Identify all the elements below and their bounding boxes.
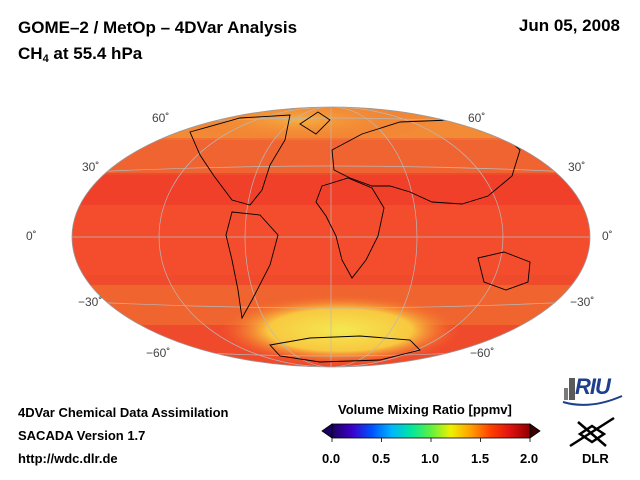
colorbar-title: Volume Mixing Ratio [ppmv]: [338, 402, 512, 417]
dlr-logo-text: DLR: [582, 451, 609, 466]
lat-label-left-30n: 30˚: [82, 160, 100, 174]
footer-line-2: SACADA Version 1.7: [18, 428, 146, 443]
colorbar-tick-label: 0.0: [322, 451, 341, 466]
globe-outline: [71, 106, 591, 368]
colorbar-tick-label: 1.5: [471, 451, 490, 466]
colorbar-ticks: [331, 438, 531, 442]
map-subtitle: CH4 at 55.4 hPa: [18, 44, 142, 65]
lat-label-right-30n: 30˚: [568, 160, 586, 174]
ch4-field: [72, 107, 590, 367]
species-subscript: 4: [42, 53, 49, 65]
pressure-level-label: at 55.4 hPa: [48, 44, 143, 63]
dlr-logo: [569, 416, 615, 448]
lat-label-right-60n: 60˚: [468, 111, 486, 125]
colorbar-tick-label: 2.0: [520, 451, 539, 466]
lat-label-left-60n: 60˚: [152, 111, 170, 125]
colorbar-tick-label: 0.5: [372, 451, 391, 466]
colorbar-tick-label: 1.0: [421, 451, 440, 466]
colorbar-high-arrow: [529, 423, 541, 439]
species-label: CH: [18, 44, 43, 63]
colorbar-low-arrow: [321, 423, 333, 439]
colorbar-body: [332, 424, 530, 438]
lat-label-right-60s: −60˚: [470, 346, 495, 360]
lat-label-left-0: 0˚: [26, 229, 37, 243]
analysis-date: Jun 05, 2008: [518, 16, 620, 35]
footer-line-1: 4DVar Chemical Data Assimilation: [18, 405, 229, 420]
lat-label-left-30s: −30˚: [78, 295, 103, 309]
lat-label-right-30s: −30˚: [570, 295, 595, 309]
lat-label-right-0: 0˚: [602, 229, 613, 243]
map-title: GOME–2 / MetOp – 4DVar Analysis: [18, 18, 298, 37]
riu-logo: [562, 378, 623, 406]
riu-logo-text: RIU: [575, 374, 611, 399]
lat-label-left-60s: −60˚: [146, 346, 171, 360]
coastlines: [189, 111, 531, 363]
footer-url[interactable]: http://wdc.dlr.de: [18, 451, 118, 466]
colorbar: [321, 423, 541, 442]
